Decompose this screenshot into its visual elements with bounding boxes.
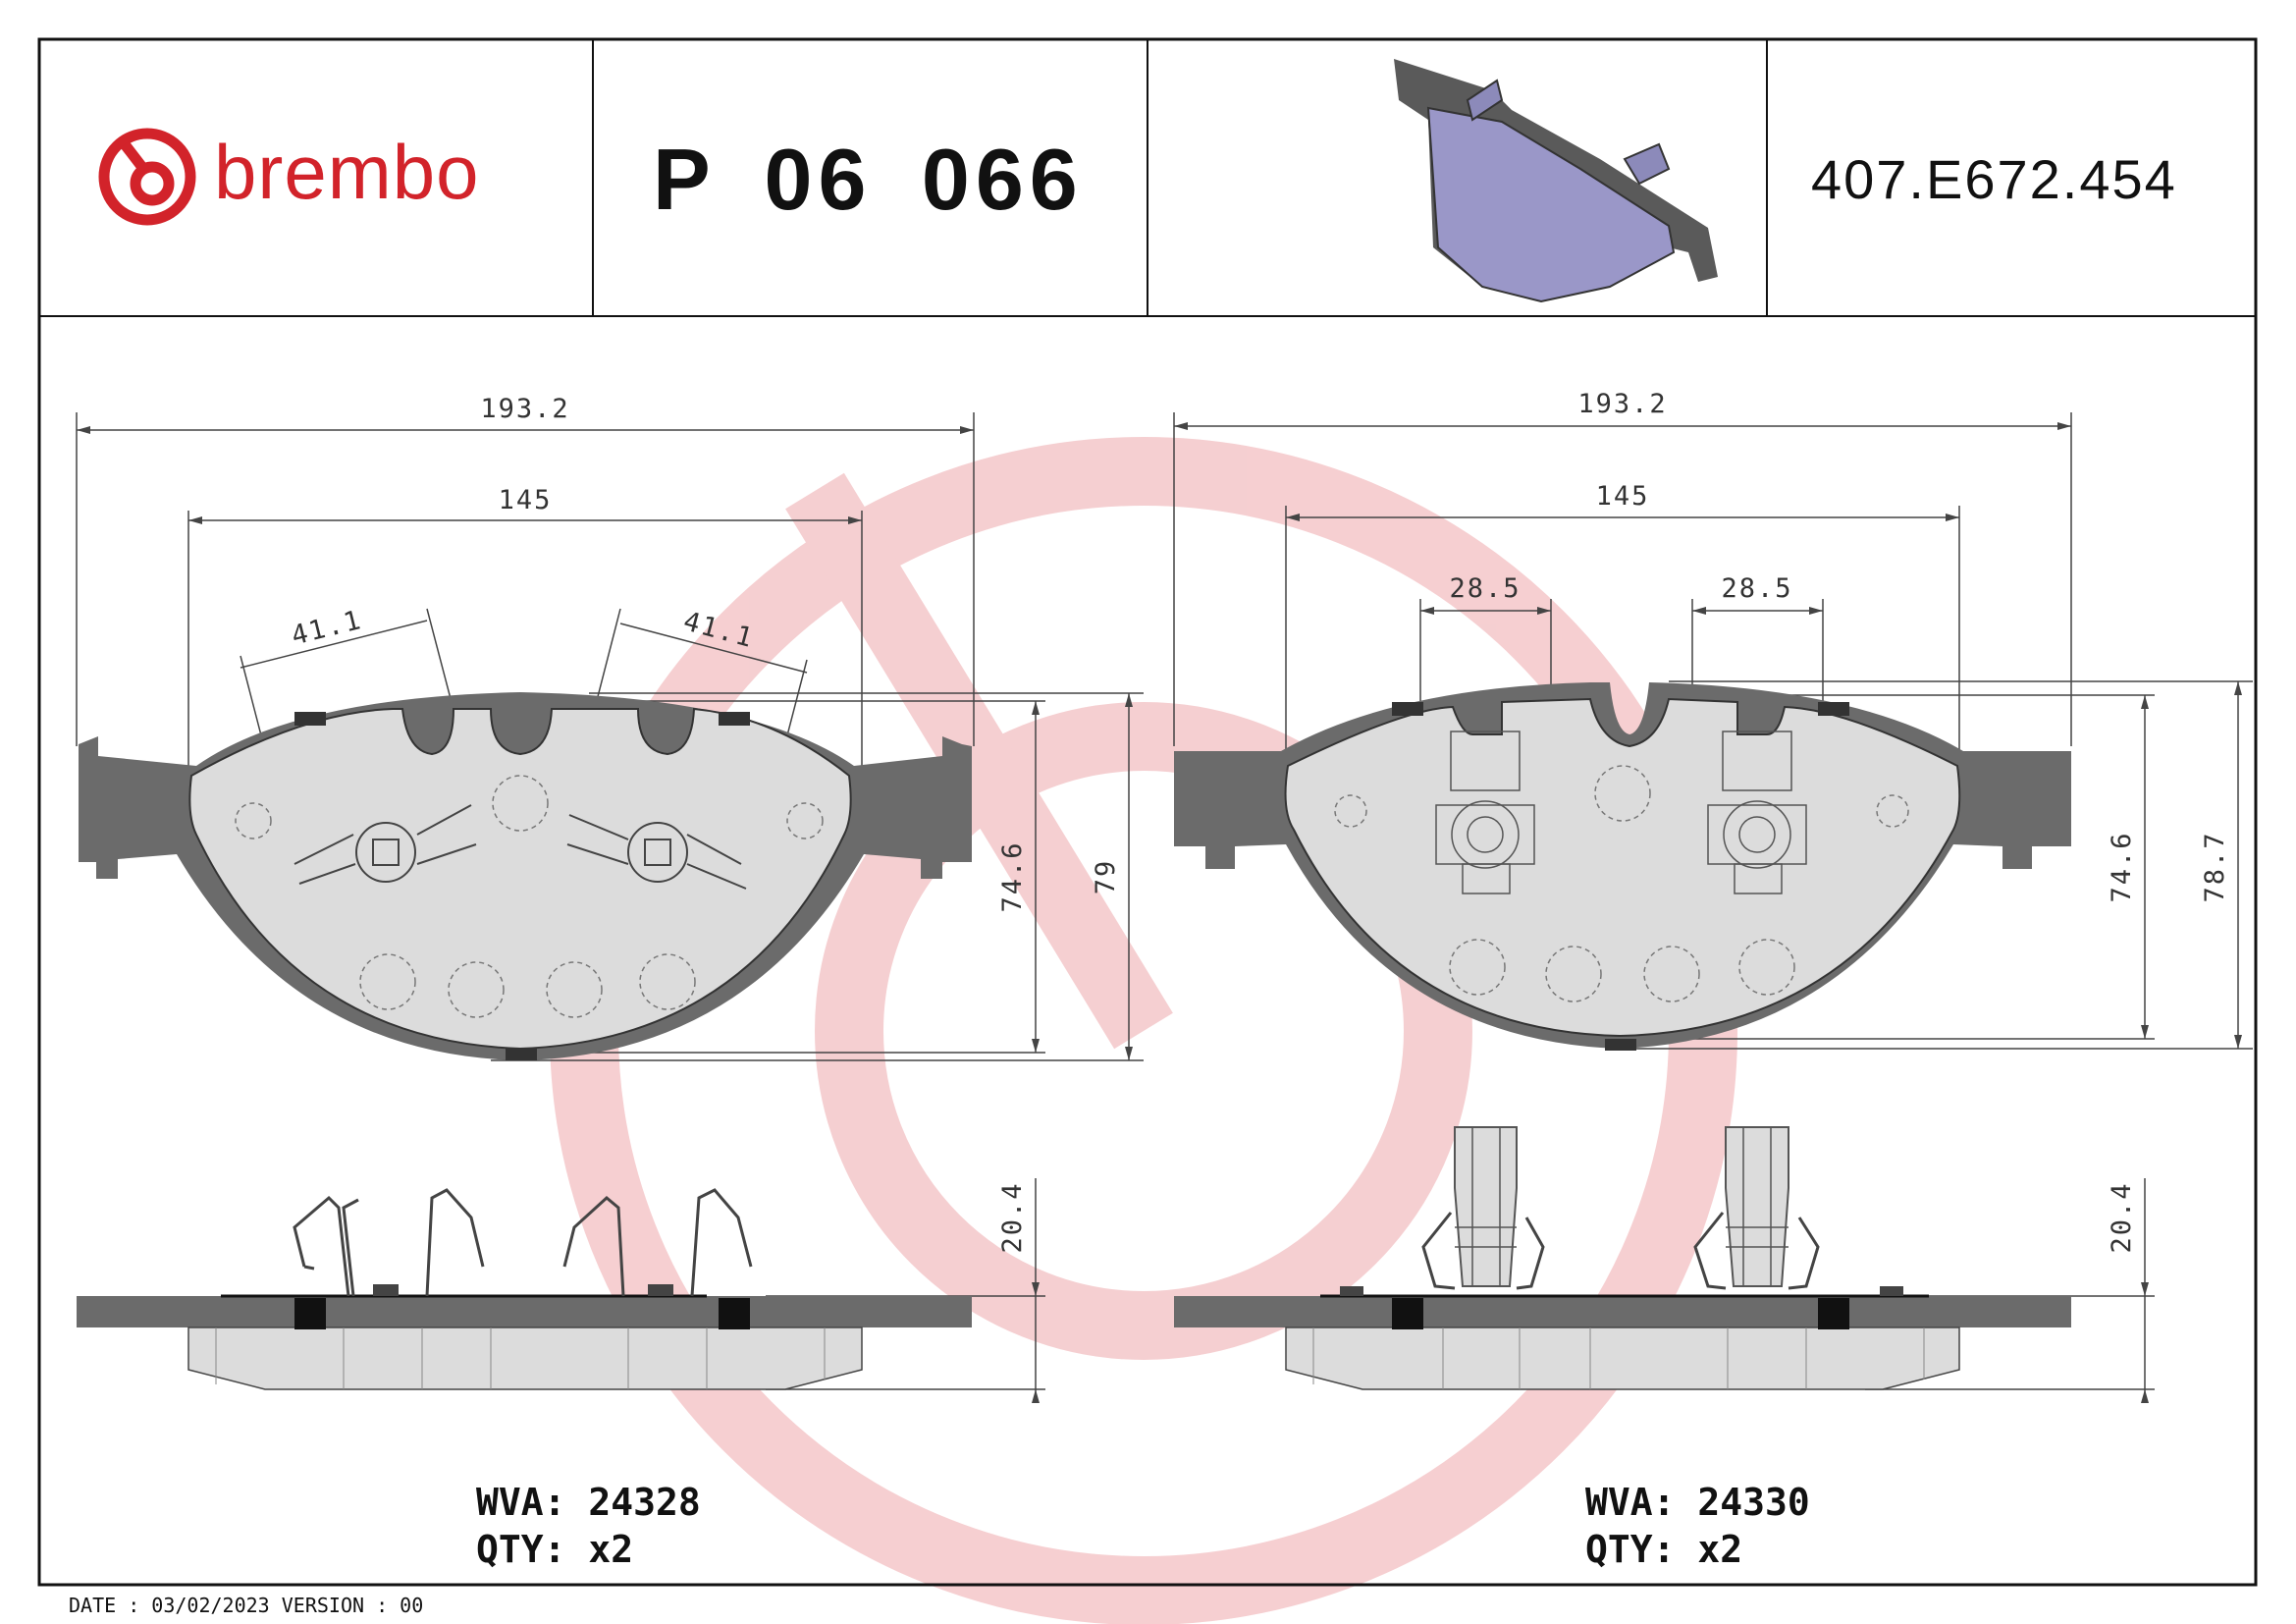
left-qty-label: QTY:: [476, 1528, 566, 1571]
brembo-logo-icon: [98, 128, 196, 226]
right-wva-label: WVA:: [1585, 1481, 1676, 1524]
part-number: P 06 066: [653, 131, 1084, 228]
left-dim-friction-width: 145: [499, 485, 553, 515]
footer-date-version: DATE : 03/02/2023 VERSION : 00: [69, 1594, 424, 1617]
brand-wordmark: brembo: [214, 129, 480, 215]
left-dim-overall-width: 193.2: [480, 394, 569, 424]
left-wva-value: 24328: [588, 1481, 701, 1524]
pad-thumbnail: [1394, 59, 1718, 303]
left-dim-height-outer: 79: [1091, 859, 1121, 895]
right-dim-clip-right: 28.5: [1721, 573, 1792, 604]
right-dim-height-inner: 74.6: [2107, 831, 2137, 902]
right-dim-height-outer: 78.7: [2200, 831, 2230, 902]
right-dim-friction-width: 145: [1596, 481, 1650, 512]
right-wva-value: 24330: [1697, 1481, 1810, 1524]
right-qty-label: QTY:: [1585, 1528, 1676, 1571]
reference-code: 407.E672.454: [1811, 148, 2177, 210]
right-dim-overall-width: 193.2: [1577, 389, 1667, 419]
right-dim-clip-left: 28.5: [1449, 573, 1521, 604]
right-info-block: WVA: 24330 QTY: x2: [1585, 1481, 1810, 1571]
left-qty-value: x2: [588, 1528, 634, 1571]
left-wva-label: WVA:: [476, 1481, 566, 1524]
left-dim-height-inner: 74.6: [997, 840, 1028, 912]
left-info-block: WVA: 24328 QTY: x2: [476, 1481, 701, 1571]
left-dim-thickness: 20.4: [997, 1181, 1028, 1253]
right-qty-value: x2: [1697, 1528, 1743, 1571]
right-dim-thickness: 20.4: [2107, 1181, 2137, 1253]
